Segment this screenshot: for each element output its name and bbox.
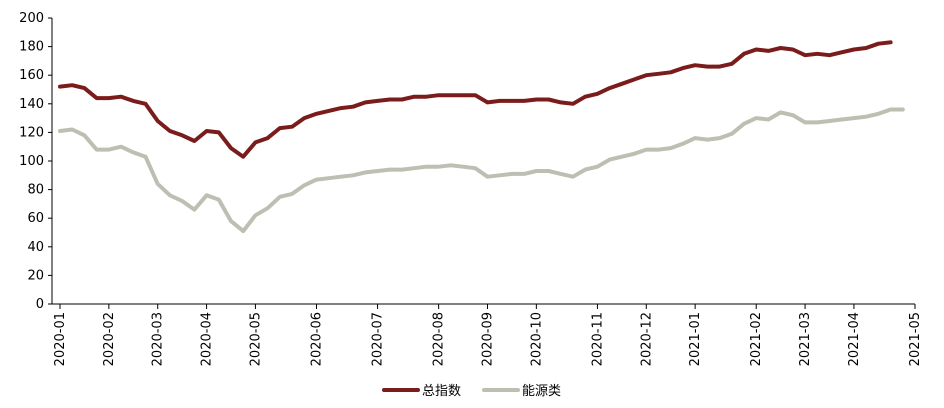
x-tick-label: 2020-04 [200,312,215,366]
y-tick-label: 60 [27,211,44,226]
series-line-1 [58,107,905,234]
x-tick-label: 2020-12 [639,312,654,366]
y-tick-label: 180 [19,40,44,55]
series-lines [58,40,905,234]
x-tick-label: 2021-05 [908,312,923,366]
legend: 总指数 能源类 [382,384,561,399]
x-tick-label: 2020-08 [432,312,447,366]
y-tick-label: 40 [27,240,44,255]
y-tick-label: 140 [19,97,44,112]
series-line-0 [58,40,893,159]
legend-label-0: 总指数 [422,384,461,399]
y-tick-label: 0 [36,297,44,312]
y-tick-label: 80 [27,183,44,198]
y-tick-label: 200 [19,11,44,26]
x-tick-label: 2021-02 [749,312,764,366]
y-axis: 0 20 40 60 80 100 120 140 160 180 200 [19,11,53,312]
x-tick-label: 2020-10 [529,312,544,366]
legend-label-1: 能源类 [522,384,561,399]
y-tick-label: 120 [19,125,44,140]
x-tick-label: 2020-01 [53,312,68,366]
x-axis: 2020-01 2020-02 2020-03 2020-04 2020-05 2020-… [52,303,923,366]
x-tick-label: 2020-09 [481,312,496,366]
y-tick-label: 160 [19,68,44,83]
x-tick-label: 2020-05 [248,312,263,366]
x-tick-label: 2020-06 [310,312,325,366]
x-tick-label: 2021-01 [688,312,703,366]
x-tick-label: 2020-03 [151,312,166,366]
x-tick-label: 2021-03 [798,312,813,366]
x-tick-label: 2021-04 [847,312,862,366]
y-tick-label: 20 [27,268,44,283]
y-tick-label: 100 [19,154,44,169]
x-tick-label: 2020-07 [371,312,386,366]
x-tick-label: 2020-11 [590,312,605,366]
x-tick-label: 2020-02 [102,312,117,366]
